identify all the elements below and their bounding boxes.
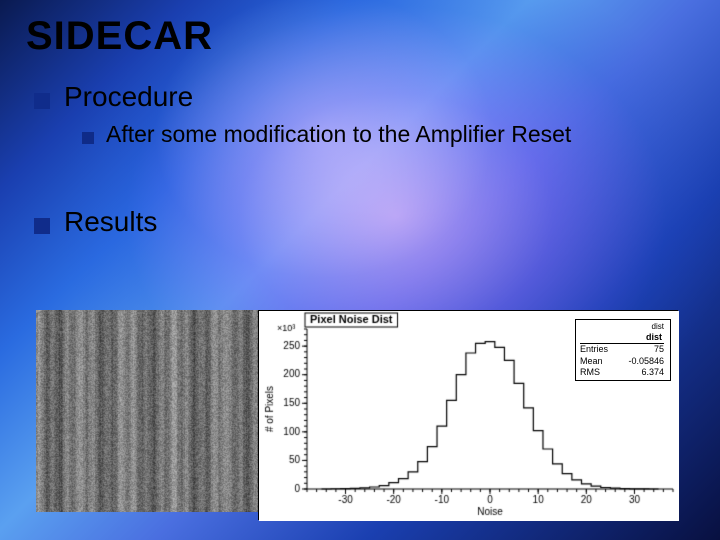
images-row: dist dist Entries75Mean-0.05846RMS6.374 xyxy=(36,310,678,520)
slide-title: SIDECAR xyxy=(26,14,694,59)
procedure-label: Procedure xyxy=(64,81,193,113)
histogram-chart: dist dist Entries75Mean-0.05846RMS6.374 xyxy=(258,310,678,520)
bullet-square-icon xyxy=(34,93,50,109)
results-label: Results xyxy=(64,206,157,238)
stats-row: RMS6.374 xyxy=(580,367,664,378)
stats-caption: dist xyxy=(580,322,664,332)
bullet-square-icon xyxy=(82,132,94,144)
procedure-block: Procedure After some modification to the… xyxy=(26,81,694,150)
stats-row: Mean-0.05846 xyxy=(580,356,664,367)
stats-box: dist dist Entries75Mean-0.05846RMS6.374 xyxy=(575,319,671,381)
noise-image xyxy=(36,310,258,512)
stats-row: Entries75 xyxy=(580,344,664,355)
bullet-square-icon xyxy=(34,218,50,234)
results-block: Results xyxy=(26,206,694,238)
stats-title: dist xyxy=(580,332,664,344)
procedure-sub: After some modification to the Amplifier… xyxy=(106,119,571,150)
noise-canvas xyxy=(36,310,258,512)
